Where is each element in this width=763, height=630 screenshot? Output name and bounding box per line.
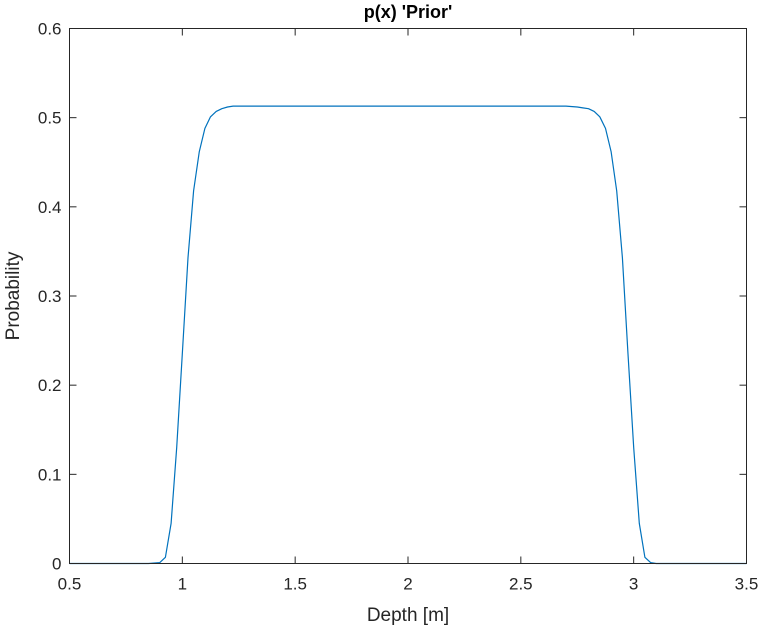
x-tick-label: 2 [403, 575, 412, 594]
y-tick-label: 0.2 [38, 376, 62, 395]
x-tick-labels: 0.5 1 1.5 2 2.5 3 3.5 [58, 575, 759, 594]
chart-title: p(x) 'Prior' [364, 2, 453, 22]
y-tick-label: 0.5 [38, 109, 62, 128]
y-tick-label: 0 [52, 555, 61, 574]
y-tick-label: 0.6 [38, 20, 62, 39]
plot-area [69, 28, 747, 564]
x-tick-label: 1.5 [283, 575, 307, 594]
x-tick-label: 3 [629, 575, 638, 594]
y-tick-label: 0.1 [38, 465, 62, 484]
x-tick-label: 1 [178, 575, 187, 594]
series-layer [69, 105, 747, 565]
x-tick-label: 0.5 [58, 575, 82, 594]
x-tick-label: 3.5 [735, 575, 759, 594]
y-axis-label: Probability [3, 251, 24, 340]
y-tick-labels: 0 0.1 0.2 0.3 0.4 0.5 0.6 [38, 20, 62, 574]
x-axis-label: Depth [m] [367, 605, 449, 626]
plot-box [69, 28, 747, 564]
series-line [69, 105, 747, 565]
x-tick-label: 2.5 [509, 575, 533, 594]
y-tick-label: 0.4 [38, 198, 62, 217]
y-tick-label: 0.3 [38, 287, 62, 306]
